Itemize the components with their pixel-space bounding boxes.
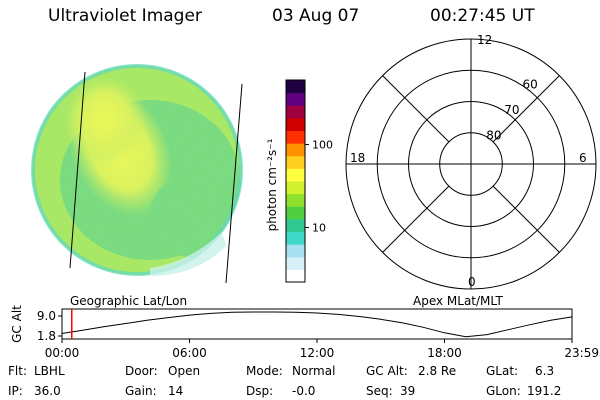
altitude-chart: GC Alt 9.0 1.8 00:00 06:00 12:00 18:00 23:59 (10, 305, 599, 360)
gain-label: Gain: (125, 384, 157, 398)
color-bar-segment (286, 256, 305, 270)
ip-label: IP: (8, 384, 23, 398)
flt-value: LBHL (34, 364, 65, 378)
glon-label: GLon: (486, 384, 521, 398)
polar-lat-label: 70 (504, 103, 519, 117)
altitude-xtick-label: 23:59 (564, 346, 599, 360)
terminator-line-left (69, 71, 86, 269)
polar-mlt-label: 0 (468, 275, 476, 289)
color-bar-tick-label: 100 (312, 139, 333, 152)
color-bar-segment (286, 117, 305, 132)
seq-value: 39 (400, 384, 416, 398)
altitude-series-line (61, 311, 573, 338)
color-bar-segment (286, 155, 305, 169)
altitude-xtick-label: 12:00 (300, 346, 335, 360)
flt-label: Flt: (8, 364, 27, 378)
polar-mlt-label: 12 (477, 33, 492, 47)
ip-value: 36.0 (34, 384, 61, 398)
altitude-xtick-label: 00:00 (45, 346, 80, 360)
date-label: 03 Aug 07 (272, 6, 360, 26)
color-bar-ticks: 100 10 (305, 139, 333, 234)
color-bar-segment (286, 105, 305, 119)
altitude-xtick-label: 18:00 (427, 346, 462, 360)
door-value: Open (168, 364, 201, 378)
altitude-xtick-label: 06:00 (172, 346, 207, 360)
color-bar-segment (286, 218, 305, 233)
color-bar-segment (286, 143, 305, 157)
color-bar-segment (286, 231, 305, 245)
terminator-line-right (225, 83, 243, 284)
globe-label: Geographic Lat/Lon (70, 294, 187, 308)
gcalt-label: GC Alt: (366, 364, 408, 378)
gain-value: 14 (168, 384, 184, 398)
altitude-ylabel: GC Alt (10, 305, 24, 343)
mode-value: Normal (292, 364, 336, 378)
altitude-ytick-label: 9.0 (37, 309, 56, 323)
earth-uv-image (31, 64, 243, 284)
instrument-title: Ultraviolet Imager (48, 6, 202, 26)
polar-label: Apex MLat/MLT (413, 294, 503, 308)
color-bar-segment (286, 244, 305, 258)
color-bar-segment (286, 130, 305, 144)
glon-value: 191.2 (527, 384, 562, 398)
color-bar-unit: photon cm⁻²s⁻¹ (265, 138, 279, 231)
glat-label: GLat: (486, 364, 519, 378)
dsp-value: -0.0 (292, 384, 316, 398)
seq-label: Seq: (366, 384, 393, 398)
polar-lat-label: 80 (486, 129, 501, 143)
polar-lat-label: 60 (523, 78, 538, 92)
altitude-ytick-label: 1.8 (37, 329, 56, 343)
polar-mlt-label: 18 (350, 151, 365, 165)
color-bar-segment (286, 80, 305, 94)
color-bar-segment (286, 193, 305, 207)
color-bar-segment (286, 92, 305, 106)
polar-mlt-label: 6 (579, 151, 587, 165)
gcalt-value: 2.8 Re (418, 364, 457, 378)
glat-value: 6.3 (535, 364, 555, 378)
time-label: 00:27:45 UT (430, 6, 535, 26)
color-bar (285, 79, 306, 283)
color-bar-segment (286, 206, 305, 220)
mode-label: Mode: (246, 364, 283, 378)
dsp-label: Dsp: (246, 384, 274, 398)
color-bar-segment (286, 181, 305, 195)
color-bar-segment (286, 269, 305, 283)
door-label: Door: (125, 364, 158, 378)
color-bar-tick-label: 10 (312, 221, 326, 234)
color-bar-segment (286, 168, 305, 182)
